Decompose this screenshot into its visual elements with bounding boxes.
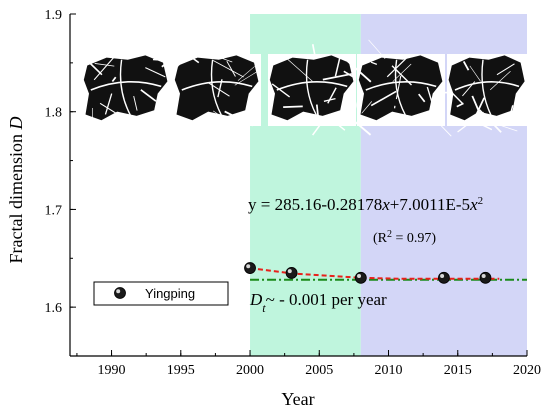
y-tick-label: 1.8 [45,106,63,121]
fit-equation: y = 285.16-0.28178x+7.0011E-5x2 [248,195,483,214]
map-thumbnails [82,39,527,137]
data-point [244,262,256,274]
data-point [354,271,367,284]
map-thumbnail-3 [268,44,372,136]
trend-label: Dt~ - 0.001 per year [249,290,387,315]
x-tick-label: 2005 [305,363,333,378]
map-thumbnail-1 [82,54,190,137]
x-axis-title: Year [281,389,314,409]
r-squared-label: (R2 = 0.97) [373,229,436,247]
legend-label: Yingping [145,286,195,301]
legend: Yingping [93,281,229,306]
x-tick-label: 2015 [444,363,472,378]
map-thumbnail-5 [446,54,527,133]
data-point [438,271,450,284]
y-tick-label: 1.6 [45,301,63,316]
data-point [285,267,298,279]
map-thumbnail-2 [152,40,261,127]
data-points [244,262,492,284]
map-thumbnail-4 [347,39,452,137]
data-point [479,271,492,284]
y-tick-label: 1.7 [45,203,63,218]
x-tick-label: 2010 [375,363,403,378]
legend-box [93,281,229,306]
x-tick-label: 1990 [98,363,126,378]
legend-marker [114,287,126,299]
y-tick-label: 1.9 [45,8,63,23]
legend-marker-icon [114,287,126,299]
x-tick-label: 2000 [236,363,264,378]
x-tick-label: 2020 [513,363,541,378]
x-tick-label: 1995 [167,363,195,378]
ticks: 1990 1995 2000 2005 2010 2015 2020 1.6 1.7 1.8 1.9 [45,8,542,378]
y-axis-title: Fractal dimension D [6,117,26,264]
